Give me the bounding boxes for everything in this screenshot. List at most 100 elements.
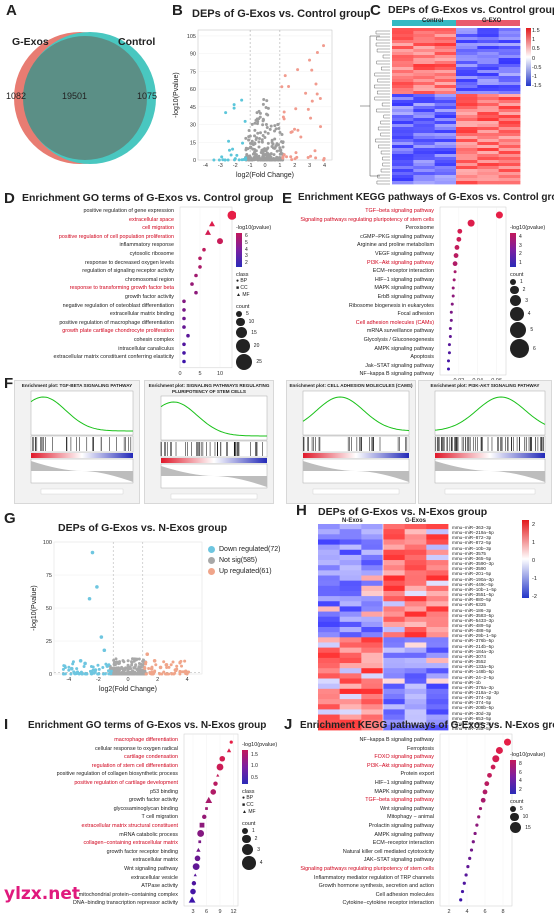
panel-g-legend: Down regulated(72) Not sig(585) Up regulat… [208, 544, 298, 577]
heatmap-cell [361, 565, 384, 571]
y-tick: 90 [190, 52, 196, 58]
heatmap-cell [318, 627, 341, 633]
heatmap-cell [413, 88, 436, 92]
point-up [310, 99, 314, 103]
heatmap-cell [426, 704, 449, 710]
heatmap-cell [456, 178, 478, 182]
heatmap-cell [413, 94, 436, 98]
point-notsig [137, 667, 141, 671]
dot-circle [186, 333, 190, 338]
heatmap-cell [404, 663, 427, 669]
heatmap-cell [383, 724, 406, 731]
dendrogram-branch [378, 144, 390, 149]
heatmap-cell [404, 709, 427, 715]
heatmap-cell [361, 688, 384, 695]
heatmap-cell [392, 46, 414, 50]
gsea-svg [160, 395, 268, 500]
scale-tick: 0 [532, 55, 536, 62]
heatmap-cell [339, 627, 362, 633]
heatmap-cell [477, 91, 500, 95]
heatmap-cell [392, 31, 414, 35]
heatmap-cell [361, 714, 384, 721]
point-down [226, 158, 230, 162]
point-up [183, 669, 188, 674]
heatmap-cell [339, 678, 362, 685]
legend-label: Down regulated(72) [219, 546, 281, 553]
mirna-label: mmu−miR−186−3p [452, 607, 492, 613]
heatmap-cell [498, 40, 521, 44]
x-tick: 0.06 [491, 378, 502, 380]
dot-circle [469, 848, 474, 852]
heatmap-cell [434, 118, 457, 122]
legend-count-item: 3 [242, 844, 282, 856]
point-up [175, 664, 179, 668]
point-up [183, 659, 187, 663]
heatmap-cell [498, 79, 521, 83]
heatmap-cell [404, 632, 427, 638]
heatmap-cell [318, 560, 341, 566]
point-notsig [257, 137, 261, 141]
term-label: TGF−beta signaling pathway [365, 797, 434, 804]
legend-class-item: ▲ MF [236, 292, 250, 298]
scale-tick: -1.5 [532, 83, 542, 90]
heatmap-cell [498, 157, 521, 161]
heatmap-cell [413, 43, 436, 47]
dot-circle [471, 840, 475, 844]
heatmap-cell [413, 100, 436, 104]
dendrogram-branch [380, 150, 390, 155]
heatmap-cell [434, 85, 457, 89]
heatmap-cell [426, 590, 449, 597]
x-tick: 9 [218, 909, 221, 913]
heatmap-cell [456, 124, 478, 128]
dot-circle [473, 831, 477, 836]
heatmap-cell [426, 601, 449, 607]
point-down [93, 668, 98, 672]
point-up [162, 670, 166, 674]
heatmap-cell [456, 73, 478, 77]
dot-triangle [216, 773, 220, 777]
heatmap-cell [426, 693, 449, 700]
point-notsig [245, 153, 249, 157]
heatmap-cell [361, 683, 384, 690]
legend-class-title: class [236, 272, 249, 278]
legend-color-tick: 1 [519, 259, 522, 266]
heatmap-cell [498, 154, 521, 158]
plot-area [179, 206, 233, 369]
point-down [82, 665, 86, 669]
group-bar-gexo [456, 20, 520, 26]
x-axis-label: log2(Fold Change) [99, 686, 157, 693]
dot-circle [480, 797, 486, 803]
heatmap-cell [477, 34, 500, 38]
heatmap-cell [361, 606, 384, 612]
point-up [157, 671, 161, 675]
term-label: Arginine and proline metabolism [356, 242, 434, 249]
point-up [289, 155, 293, 159]
dot-circle [194, 855, 201, 862]
heatmap-cell [456, 61, 478, 65]
heatmap-cell [404, 714, 427, 721]
point-notsig [130, 663, 134, 667]
dot-circle [194, 290, 198, 295]
heatmap-cell [361, 616, 384, 623]
heatmap-cell [383, 544, 406, 551]
point-down [241, 141, 245, 145]
heatmap-cell [383, 678, 406, 685]
heatmap-cell [413, 55, 436, 59]
legend-count-item: 15 [510, 822, 554, 834]
heatmap-cell [404, 693, 427, 700]
mirna-label: mmu−miR−374−3p [452, 695, 492, 701]
point-notsig [268, 155, 272, 159]
point-down [87, 596, 92, 601]
point-up [170, 672, 174, 676]
point-up [309, 154, 313, 158]
point-down [91, 665, 95, 669]
heatmap-cell [477, 97, 500, 101]
point-up [285, 155, 289, 159]
legend-color-tick: 5 [245, 239, 248, 246]
point-notsig [126, 663, 130, 667]
heatmap-cell [434, 145, 457, 149]
point-notsig [256, 156, 260, 160]
point-notsig [266, 146, 270, 150]
dot-circle [504, 738, 511, 746]
point-up [315, 92, 319, 96]
